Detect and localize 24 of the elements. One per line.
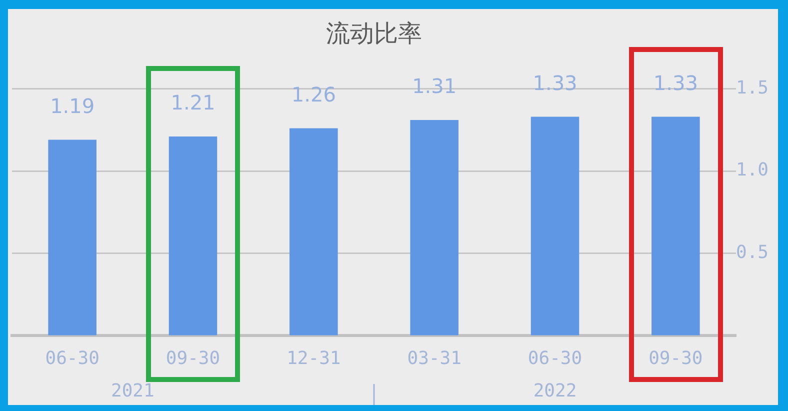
data-label: 1.26 [291,82,336,106]
y-tick-label: 1.0 [736,160,769,181]
x-tick-label: 09-30 [648,348,703,369]
x-tick-label: 03-31 [407,348,462,369]
data-label: 1.19 [50,94,95,118]
bar [168,136,218,336]
text: 2022 [533,380,577,402]
data-label: 1.21 [170,90,216,115]
x-tick-label: 06-30 [528,348,582,369]
data-label: 1.33 [653,70,698,95]
data-label: 1.33 [532,70,578,95]
x-tick-label: 06-30 [45,348,100,369]
bar [410,120,458,336]
bar [48,140,96,336]
x-tick-label: 12-31 [286,348,341,369]
data-label: 1.31 [412,74,457,98]
bar [530,116,580,336]
chart-title: 流动比率 [326,20,422,48]
text: 2021 [110,380,154,402]
y-tick-label: 0.5 [736,242,769,263]
x-tick-label: 09-30 [166,348,220,369]
bar [652,116,700,336]
bar [290,128,338,336]
y-tick-label: 1.5 [736,77,769,98]
